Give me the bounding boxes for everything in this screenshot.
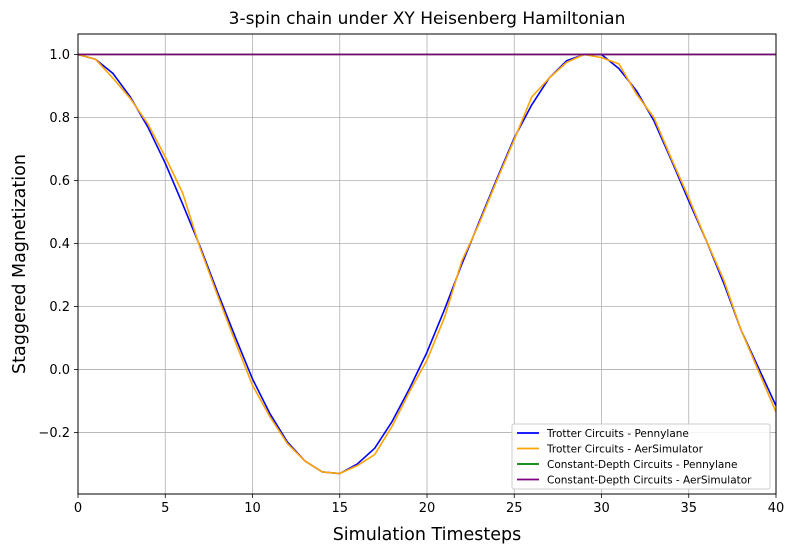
x-tick-label: 20 — [419, 501, 436, 516]
x-axis-ticks: 0 5 10 15 20 25 30 35 40 — [74, 494, 784, 516]
legend-label: Trotter Circuits - AerSimulator — [546, 444, 704, 456]
x-tick-label: 15 — [331, 501, 348, 516]
chart-title: 3-spin chain under XY Heisenberg Hamilto… — [229, 9, 626, 29]
x-tick-label: 25 — [506, 501, 523, 516]
x-tick-label: 10 — [244, 501, 261, 516]
y-tick-label: 0.4 — [49, 237, 70, 252]
y-tick-label: −0.2 — [38, 426, 70, 441]
legend: Trotter Circuits - Pennylane Trotter Circ… — [511, 423, 771, 490]
series-layer — [77, 53, 777, 475]
legend-label: Trotter Circuits - Pennylane — [546, 428, 689, 440]
x-tick-label: 5 — [161, 501, 169, 516]
y-tick-label: 0.0 — [49, 363, 70, 378]
legend-label: Constant-Depth Circuits - Pennylane — [547, 459, 737, 471]
y-axis-label: Staggered Magnetization — [10, 154, 30, 374]
y-tick-label: 0.8 — [49, 111, 70, 126]
y-axis-ticks: −0.2 0.0 0.2 0.4 0.6 0.8 1.0 — [38, 48, 78, 441]
legend-label: Constant-Depth Circuits - AerSimulator — [547, 475, 752, 487]
y-tick-label: 0.6 — [49, 174, 70, 189]
x-tick-label: 30 — [593, 501, 610, 516]
x-tick-label: 40 — [768, 501, 785, 516]
x-axis-label: Simulation Timesteps — [333, 525, 522, 545]
x-tick-label: 0 — [74, 501, 82, 516]
series-line-2 — [77, 53, 777, 475]
legend-box — [511, 423, 771, 490]
x-tick-label: 35 — [680, 501, 697, 516]
grid-lines — [77, 34, 777, 494]
y-tick-label: 1.0 — [49, 48, 70, 63]
y-tick-label: 0.2 — [49, 300, 70, 315]
